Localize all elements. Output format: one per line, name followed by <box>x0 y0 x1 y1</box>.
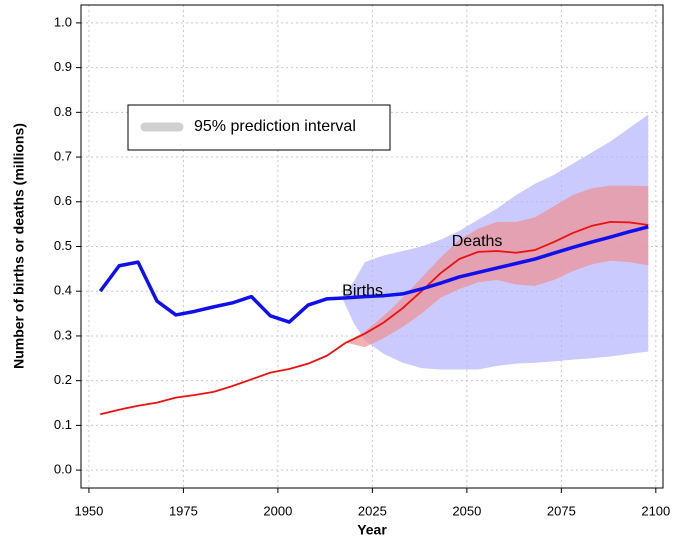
series-label: Deaths <box>452 233 503 250</box>
y-tick-label: 0.2 <box>54 372 72 387</box>
series-line <box>98 225 649 324</box>
y-tick-label: 0.3 <box>54 327 72 342</box>
series-label: Births <box>342 282 383 299</box>
y-tick-label: 0.8 <box>54 104 72 119</box>
x-tick-label: 2075 <box>547 503 576 518</box>
y-tick-label: 0.4 <box>54 283 72 298</box>
plot-frame <box>80 4 664 489</box>
y-tick-label: 0.1 <box>54 417 72 432</box>
legend-label: 95% prediction interval <box>194 118 356 135</box>
x-tick-label: 2000 <box>263 503 292 518</box>
y-axis-label: Number of births or deaths (millions) <box>11 123 27 369</box>
y-tick-label: 0.0 <box>54 462 72 477</box>
y-tick-label: 0.9 <box>54 59 72 74</box>
x-axis-label: Year <box>357 522 387 538</box>
y-tick-label: 0.5 <box>54 238 72 253</box>
x-tick-label: 1975 <box>169 503 198 518</box>
x-tick-label: 1950 <box>74 503 103 518</box>
x-tick-label: 2100 <box>641 503 670 518</box>
y-tick-label: 1.0 <box>54 14 72 29</box>
series-line <box>100 221 649 416</box>
x-tick-label: 2050 <box>452 503 481 518</box>
x-tick-label: 2025 <box>358 503 387 518</box>
y-tick-label: 0.6 <box>54 193 72 208</box>
legend: 95% prediction interval <box>127 104 391 151</box>
y-tick-label: 0.7 <box>54 148 72 163</box>
